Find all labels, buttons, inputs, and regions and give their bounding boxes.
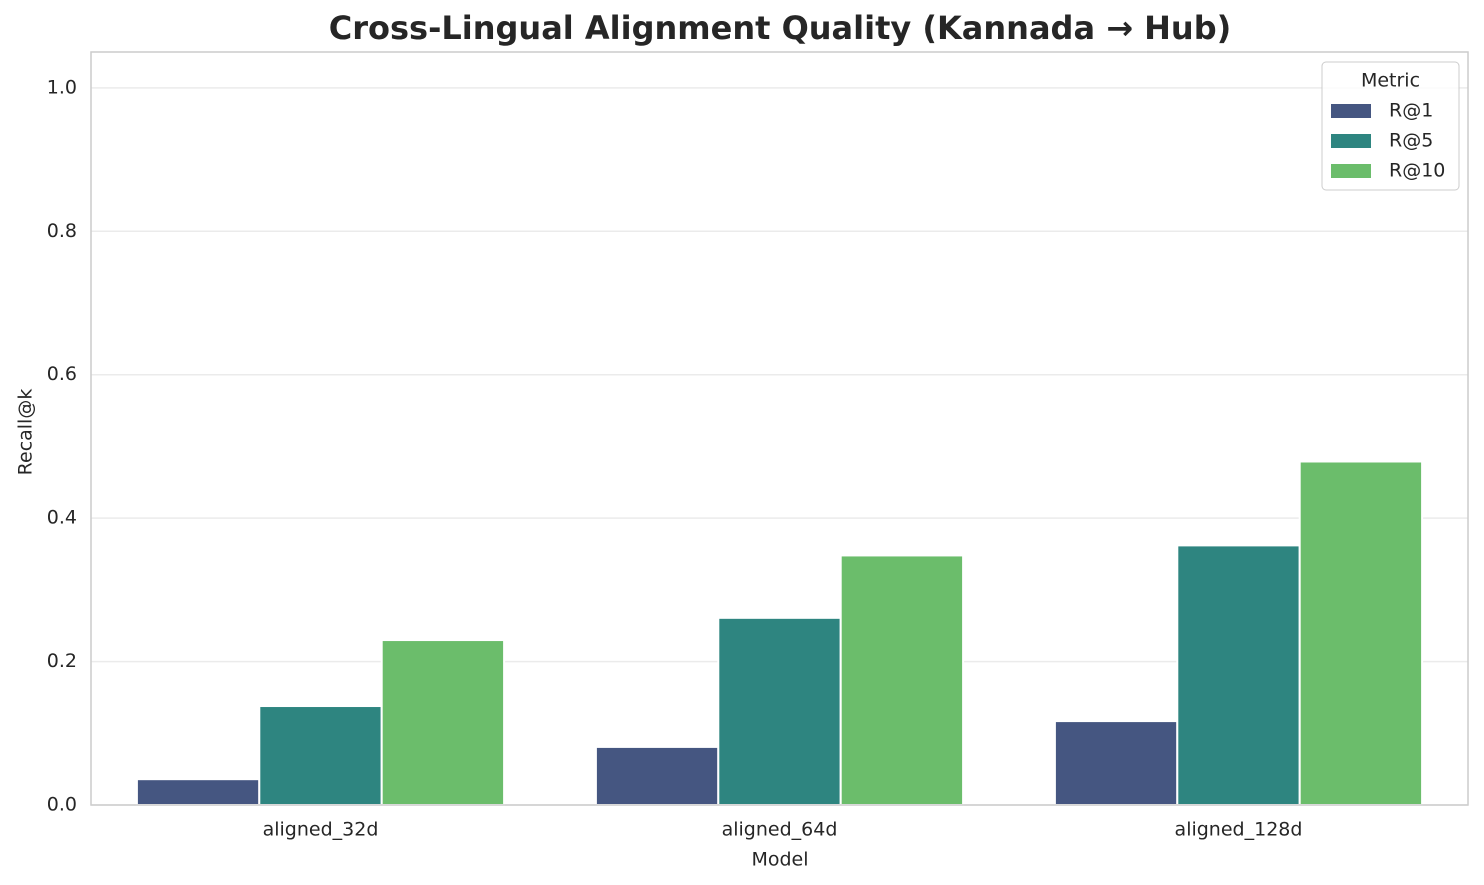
legend-swatch	[1331, 164, 1371, 178]
x-tick-label: aligned_64d	[722, 819, 838, 841]
y-tick-label: 0.8	[47, 220, 77, 242]
bar	[1053, 720, 1179, 807]
bar	[594, 745, 720, 807]
bar	[717, 616, 842, 807]
legend-title: Metric	[1361, 70, 1420, 92]
bar	[380, 639, 506, 806]
y-tick-label: 1.0	[47, 76, 77, 98]
x-axis-label: Model	[751, 849, 808, 871]
legend-swatch	[1331, 104, 1371, 118]
legend-swatch	[1331, 134, 1371, 148]
y-tick-label: 0.4	[47, 507, 77, 529]
plot-frame	[90, 51, 1469, 806]
y-axis-label: Recall@k	[15, 389, 37, 476]
bar	[258, 705, 383, 807]
legend-label: R@1	[1389, 100, 1433, 122]
y-tick-label: 0.2	[47, 650, 77, 672]
legend-label: R@5	[1389, 130, 1433, 152]
y-tick-label: 0.0	[47, 794, 77, 816]
x-tick-label: aligned_128d	[1175, 819, 1303, 841]
chart-title: Cross-Lingual Alignment Quality (Kannada…	[329, 9, 1231, 47]
bar	[1298, 460, 1424, 806]
legend-label: R@10	[1389, 160, 1445, 182]
bar	[839, 554, 965, 806]
x-tick-label: aligned_32d	[263, 819, 379, 841]
bar	[1176, 544, 1301, 806]
y-tick-label: 0.6	[47, 363, 77, 385]
legend-box	[1321, 61, 1460, 191]
bar	[135, 778, 261, 807]
